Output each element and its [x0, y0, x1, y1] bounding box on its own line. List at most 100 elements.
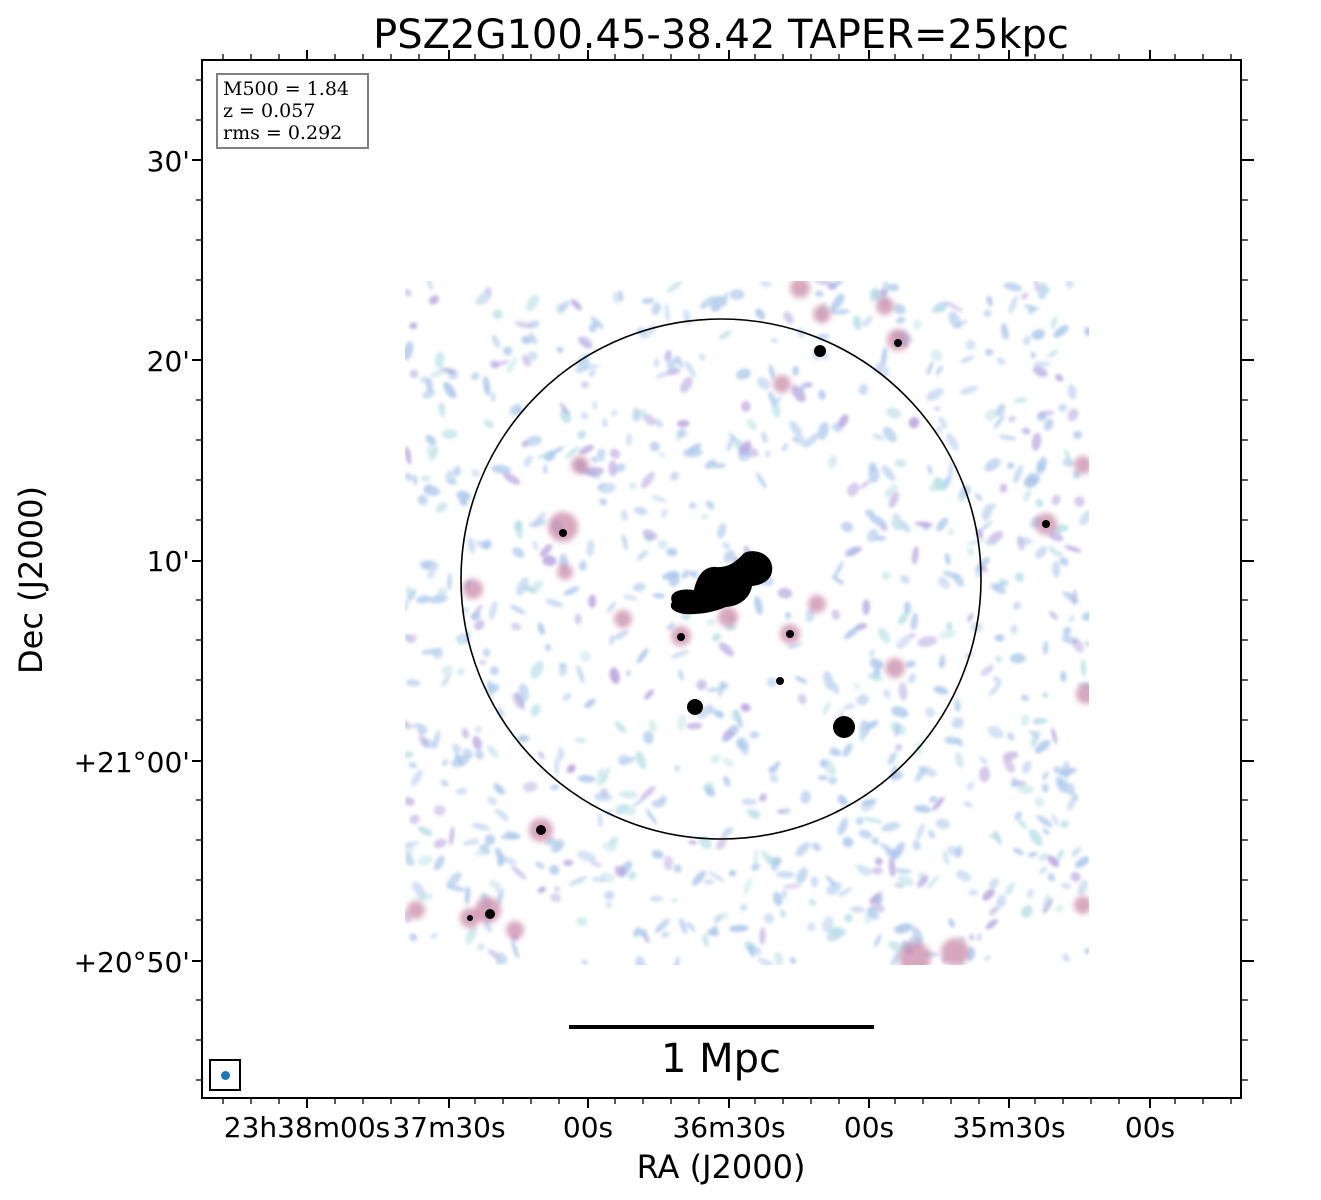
noise-blob: [502, 472, 521, 485]
noise-blob: [1020, 694, 1029, 702]
noise-blob: [786, 642, 802, 649]
noise-blob: [651, 799, 666, 808]
noise-blob: [426, 281, 434, 291]
noise-blob: [867, 673, 883, 681]
noise-blob: [640, 786, 656, 800]
noise-blob: [416, 595, 432, 604]
noise-blob: [482, 376, 491, 396]
noise-blob: [817, 421, 829, 441]
noise-blob: [1047, 873, 1055, 882]
noise-blob: [944, 552, 951, 566]
noise-blob: [858, 384, 869, 396]
noise-blob: [1068, 615, 1075, 622]
noise-blob: [489, 666, 499, 676]
noise-blob: [1072, 589, 1077, 606]
noise-blob: [989, 906, 998, 916]
noise-blob: [741, 798, 757, 806]
noise-blob: [768, 766, 775, 774]
noise-blob: [661, 508, 668, 519]
noise-blob: [896, 634, 912, 649]
noise-blob: [614, 721, 627, 734]
noise-blob: [511, 940, 519, 959]
noise-blob: [489, 683, 500, 692]
noise-blob: [1079, 509, 1089, 526]
point-source: [485, 909, 495, 919]
noise-blob: [608, 460, 618, 477]
noise-blob: [859, 731, 866, 742]
noise-blob: [980, 664, 994, 677]
noise-blob: [405, 841, 420, 847]
point-source: [559, 529, 567, 537]
noise-blob: [1072, 430, 1083, 439]
noise-blob: [1043, 418, 1054, 431]
noise-blob: [566, 764, 576, 774]
noise-blob: [649, 896, 664, 902]
noise-blob: [888, 283, 899, 292]
point-source: [833, 716, 855, 738]
noise-blob: [1041, 771, 1049, 781]
noise-blob: [957, 492, 965, 503]
noise-blob: [942, 570, 959, 579]
noise-blob: [670, 650, 690, 659]
noise-blob: [1016, 784, 1034, 794]
noise-blob: [770, 338, 778, 343]
noise-blob: [1067, 384, 1077, 400]
noise-blob: [773, 856, 783, 866]
noise-blob: [736, 368, 752, 380]
noise-blob: [942, 850, 950, 866]
noise-blob: [982, 888, 995, 901]
noise-blob: [492, 309, 503, 320]
noise-blob: [984, 540, 998, 546]
noise-blob: [434, 351, 445, 369]
noise-blob: [702, 933, 709, 947]
noise-blob: [464, 886, 471, 905]
noise-blob: [537, 622, 545, 636]
noise-blob: [529, 332, 537, 345]
x-tick-labels: 23h38m00s 37m30s 00s 36m30s 00s 35m30s 0…: [224, 1111, 1175, 1144]
noise-blob: [926, 875, 939, 890]
noise-blob: [954, 701, 961, 712]
noise-blob: [797, 436, 807, 446]
x-tick-label: 00s: [563, 1111, 613, 1144]
noise-blob: [769, 773, 779, 783]
noise-blob: [842, 703, 856, 711]
noise-blob: [1050, 316, 1058, 330]
noise-blob: [934, 406, 941, 411]
noise-blob: [488, 600, 498, 620]
noise-blob: [461, 727, 470, 739]
noise-blob: [593, 793, 613, 802]
noise-blob: [868, 462, 877, 472]
noise-blob: [544, 643, 552, 652]
noise-blob: [1014, 572, 1025, 583]
noise-blob: [687, 443, 702, 454]
noise-blob: [636, 409, 647, 420]
noise-blob: [759, 281, 772, 288]
noise-blob: [426, 569, 436, 579]
noise-blob: [881, 465, 896, 482]
noise-blob: [459, 497, 468, 507]
noise-blob: [781, 443, 789, 452]
noise-blob: [869, 891, 883, 904]
noise-blob: [440, 673, 452, 688]
noise-blob: [409, 933, 418, 942]
noise-blob: [983, 309, 992, 318]
noise-blob: [543, 464, 548, 475]
noise-blob: [1080, 659, 1087, 677]
noise-blob: [910, 612, 919, 631]
noise-blob: [960, 355, 975, 364]
noise-blob: [418, 734, 429, 749]
noise-blob: [497, 706, 504, 718]
noise-blob: [490, 392, 496, 402]
noise-blob: [606, 601, 617, 613]
noise-blob: [1012, 847, 1024, 856]
noise-blob: [527, 519, 547, 527]
noise-blob: [590, 860, 602, 868]
point-source: [1042, 520, 1050, 528]
noise-blob: [478, 659, 487, 665]
y-tick-label: 10': [147, 545, 190, 578]
noise-blob: [554, 756, 560, 776]
noise-blob: [974, 493, 983, 501]
noise-blob: [938, 416, 948, 429]
noise-blob: [952, 697, 961, 703]
noise-blob: [803, 433, 819, 448]
